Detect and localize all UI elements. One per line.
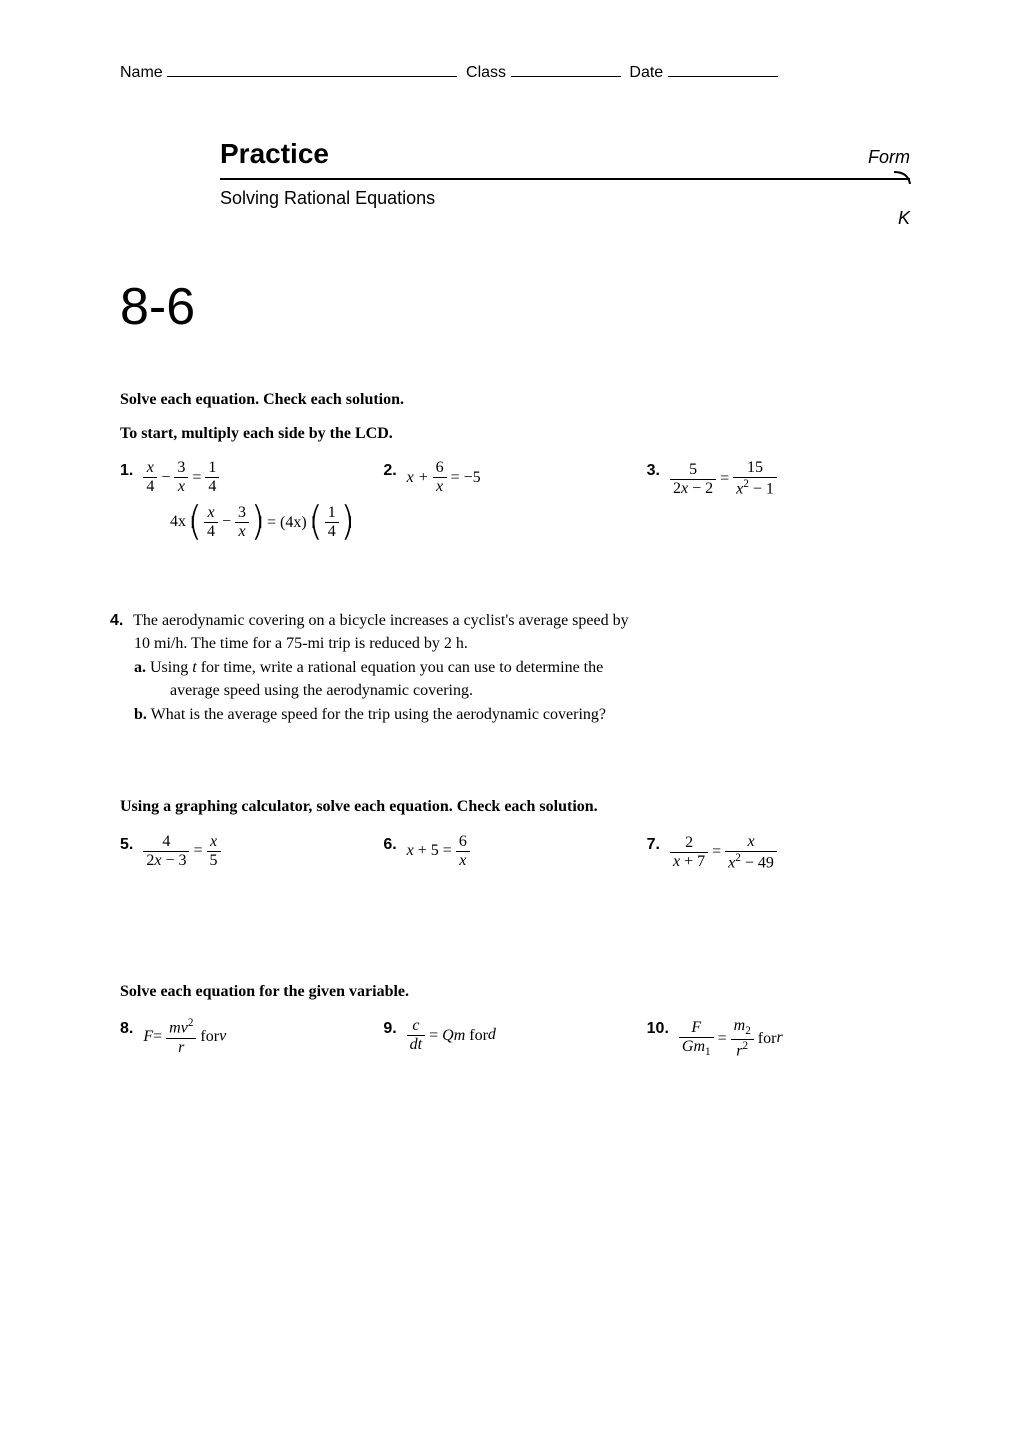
problem-7: 7. 2x + 7 = xx2 − 49	[647, 834, 910, 871]
p3-number: 3.	[647, 460, 660, 482]
form-label: Form	[868, 145, 910, 170]
p6-number: 6.	[383, 834, 396, 856]
practice-title: Practice	[220, 134, 329, 173]
date-blank[interactable]	[668, 60, 778, 77]
problem-4: 4. The aerodynamic covering on a bicycle…	[134, 610, 910, 726]
p9-number: 9.	[383, 1018, 396, 1040]
problems-row-3: 8. F = mv2r for v 9. cdt = Qm for d 10. …	[120, 1018, 910, 1059]
problems-row-1: 1. x4 − 3x = 14 4x ⎛⎝ x4 − 3x ⎞⎠ = (4x) …	[120, 460, 910, 540]
p1-number: 1.	[120, 460, 133, 482]
name-blank[interactable]	[167, 60, 457, 77]
title-curve	[894, 170, 912, 184]
p4b-text: What is the average speed for the trip u…	[151, 706, 606, 723]
problem-3: 3. 52x − 2 = 15x2 − 1	[647, 460, 910, 540]
title-block: Practice Form Solving Rational Equations…	[120, 134, 910, 343]
p4-number: 4.	[110, 610, 123, 632]
problem-2: 2. x + 6x = −5	[383, 460, 646, 540]
instruction-3: Using a graphing calculator, solve each …	[120, 796, 910, 818]
p4-line1: The aerodynamic covering on a bicycle in…	[133, 612, 629, 629]
problem-1: 1. x4 − 3x = 14 4x ⎛⎝ x4 − 3x ⎞⎠ = (4x) …	[120, 460, 383, 540]
p5-number: 5.	[120, 834, 133, 856]
p4a-line2: average speed using the aerodynamic cove…	[170, 680, 850, 702]
problem-6: 6. x + 5 = 6x	[383, 834, 646, 871]
p2-number: 2.	[383, 460, 396, 482]
p1-work: 4x ⎛⎝ x4 − 3x ⎞⎠ = (4x) ⎛⎝ 14 ⎞⎠	[170, 505, 383, 540]
p8-number: 8.	[120, 1018, 133, 1040]
p4b-label: b.	[134, 706, 147, 723]
problem-5: 5. 42x − 3 = x5	[120, 834, 383, 871]
problem-10: 10. FGm1 = m2r2 for r	[647, 1018, 910, 1059]
instruction-4: Solve each equation for the given variab…	[120, 981, 910, 1003]
section-number: 8-6	[120, 271, 910, 344]
date-label: Date	[629, 64, 663, 81]
name-label: Name	[120, 64, 163, 81]
p10-number: 10.	[647, 1018, 669, 1040]
instruction-1: Solve each equation. Check each solution…	[120, 389, 910, 411]
class-blank[interactable]	[511, 60, 621, 77]
p4-line2: 10 mi/h. The time for a 75-mi trip is re…	[134, 633, 850, 655]
subtitle: Solving Rational Equations	[220, 186, 435, 211]
problem-8: 8. F = mv2r for v	[120, 1018, 383, 1059]
form-letter: K	[898, 206, 910, 231]
worksheet-header: Name Class Date	[120, 60, 910, 84]
p7-number: 7.	[647, 834, 660, 856]
class-label: Class	[466, 64, 506, 81]
p4a-label: a.	[134, 659, 146, 676]
problem-9: 9. cdt = Qm for d	[383, 1018, 646, 1059]
problems-row-2: 5. 42x − 3 = x5 6. x + 5 = 6x 7. 2x + 7 …	[120, 834, 910, 871]
instruction-2: To start, multiply each side by the LCD.	[120, 423, 910, 445]
